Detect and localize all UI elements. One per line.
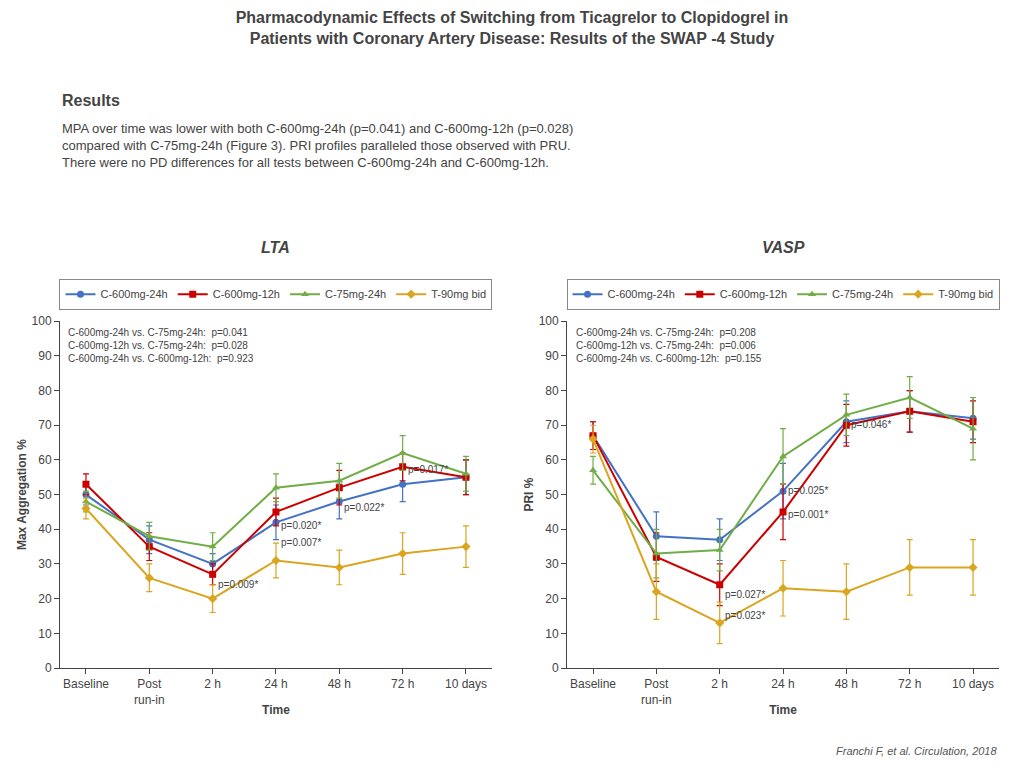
svg-text:10 days: 10 days: [952, 677, 994, 691]
svg-text:p=0.046*: p=0.046*: [851, 419, 891, 430]
svg-text:C-600mg-24h: C-600mg-24h: [100, 288, 167, 300]
svg-text:T-90mg bid: T-90mg bid: [938, 288, 993, 300]
svg-text:p=0.023*: p=0.023*: [725, 610, 765, 621]
svg-text:90: 90: [38, 349, 52, 363]
svg-text:Postrun-in: Postrun-in: [134, 677, 165, 707]
svg-text:p=0.020*: p=0.020*: [281, 520, 321, 531]
svg-text:10: 10: [545, 627, 559, 641]
svg-text:C-75mg-24h: C-75mg-24h: [325, 288, 386, 300]
svg-text:30: 30: [38, 557, 52, 571]
svg-text:p=0.001*: p=0.001*: [788, 509, 828, 520]
svg-text:80: 80: [545, 384, 559, 398]
svg-text:p=0.025*: p=0.025*: [788, 485, 828, 496]
svg-text:Results: Results: [62, 92, 120, 109]
svg-text:72 h: 72 h: [898, 677, 921, 691]
svg-text:T-90mg bid: T-90mg bid: [431, 288, 486, 300]
svg-text:C-600mg-12h: C-600mg-12h: [720, 288, 787, 300]
svg-text:10: 10: [38, 627, 52, 641]
svg-text:MPA over time was lower with b: MPA over time was lower with both C-600m…: [62, 121, 573, 170]
svg-text:p=0.022*: p=0.022*: [344, 502, 384, 513]
svg-text:0: 0: [45, 661, 52, 675]
svg-text:72 h: 72 h: [391, 677, 414, 691]
svg-text:40: 40: [38, 522, 52, 536]
svg-text:C-600mg-24h vs. C-75mg-24h: p: C-600mg-24h vs. C-75mg-24h: p=0.208C-600…: [576, 327, 762, 364]
svg-text:24 h: 24 h: [264, 677, 287, 691]
svg-text:50: 50: [545, 488, 559, 502]
svg-text:0: 0: [552, 661, 559, 675]
svg-text:20: 20: [38, 592, 52, 606]
svg-text:Baseline: Baseline: [63, 677, 109, 691]
svg-text:p=0.017*: p=0.017*: [408, 464, 448, 475]
svg-text:80: 80: [38, 384, 52, 398]
svg-text:50: 50: [38, 488, 52, 502]
svg-text:C-600mg-24h vs. C-75mg-24h: p: C-600mg-24h vs. C-75mg-24h: p=0.041C-600…: [68, 327, 254, 364]
svg-text:p=0.007*: p=0.007*: [281, 537, 321, 548]
svg-text:48 h: 48 h: [328, 677, 351, 691]
svg-text:p=0.027*: p=0.027*: [725, 589, 765, 600]
svg-text:C-600mg-24h: C-600mg-24h: [608, 288, 675, 300]
svg-text:PRI %: PRI %: [522, 477, 536, 511]
svg-text:24 h: 24 h: [771, 677, 794, 691]
svg-text:30: 30: [545, 557, 559, 571]
svg-text:VASP: VASP: [762, 239, 805, 256]
svg-text:C-600mg-12h: C-600mg-12h: [213, 288, 280, 300]
svg-text:2 h: 2 h: [204, 677, 221, 691]
svg-text:48 h: 48 h: [835, 677, 858, 691]
svg-text:p=0.009*: p=0.009*: [218, 579, 258, 590]
svg-text:Time: Time: [769, 703, 797, 717]
svg-text:70: 70: [545, 418, 559, 432]
svg-text:20: 20: [545, 592, 559, 606]
svg-text:40: 40: [545, 522, 559, 536]
svg-text:2 h: 2 h: [711, 677, 728, 691]
svg-text:Baseline: Baseline: [570, 677, 616, 691]
svg-text:10 days: 10 days: [445, 677, 487, 691]
svg-text:C-75mg-24h: C-75mg-24h: [832, 288, 893, 300]
svg-text:Franchi F, et al. Circulation,: Franchi F, et al. Circulation, 2018: [836, 745, 997, 757]
svg-text:Time: Time: [262, 703, 290, 717]
svg-text:Postrun-in: Postrun-in: [641, 677, 672, 707]
svg-text:90: 90: [545, 349, 559, 363]
svg-text:Pharmacodynamic Effects of Swi: Pharmacodynamic Effects of Switching fro…: [236, 9, 789, 47]
svg-text:100: 100: [539, 314, 559, 328]
svg-text:Max Aggregation %: Max Aggregation %: [15, 439, 29, 550]
svg-text:70: 70: [38, 418, 52, 432]
svg-text:60: 60: [545, 453, 559, 467]
svg-text:LTA: LTA: [261, 239, 290, 256]
svg-text:60: 60: [38, 453, 52, 467]
svg-text:100: 100: [32, 314, 52, 328]
